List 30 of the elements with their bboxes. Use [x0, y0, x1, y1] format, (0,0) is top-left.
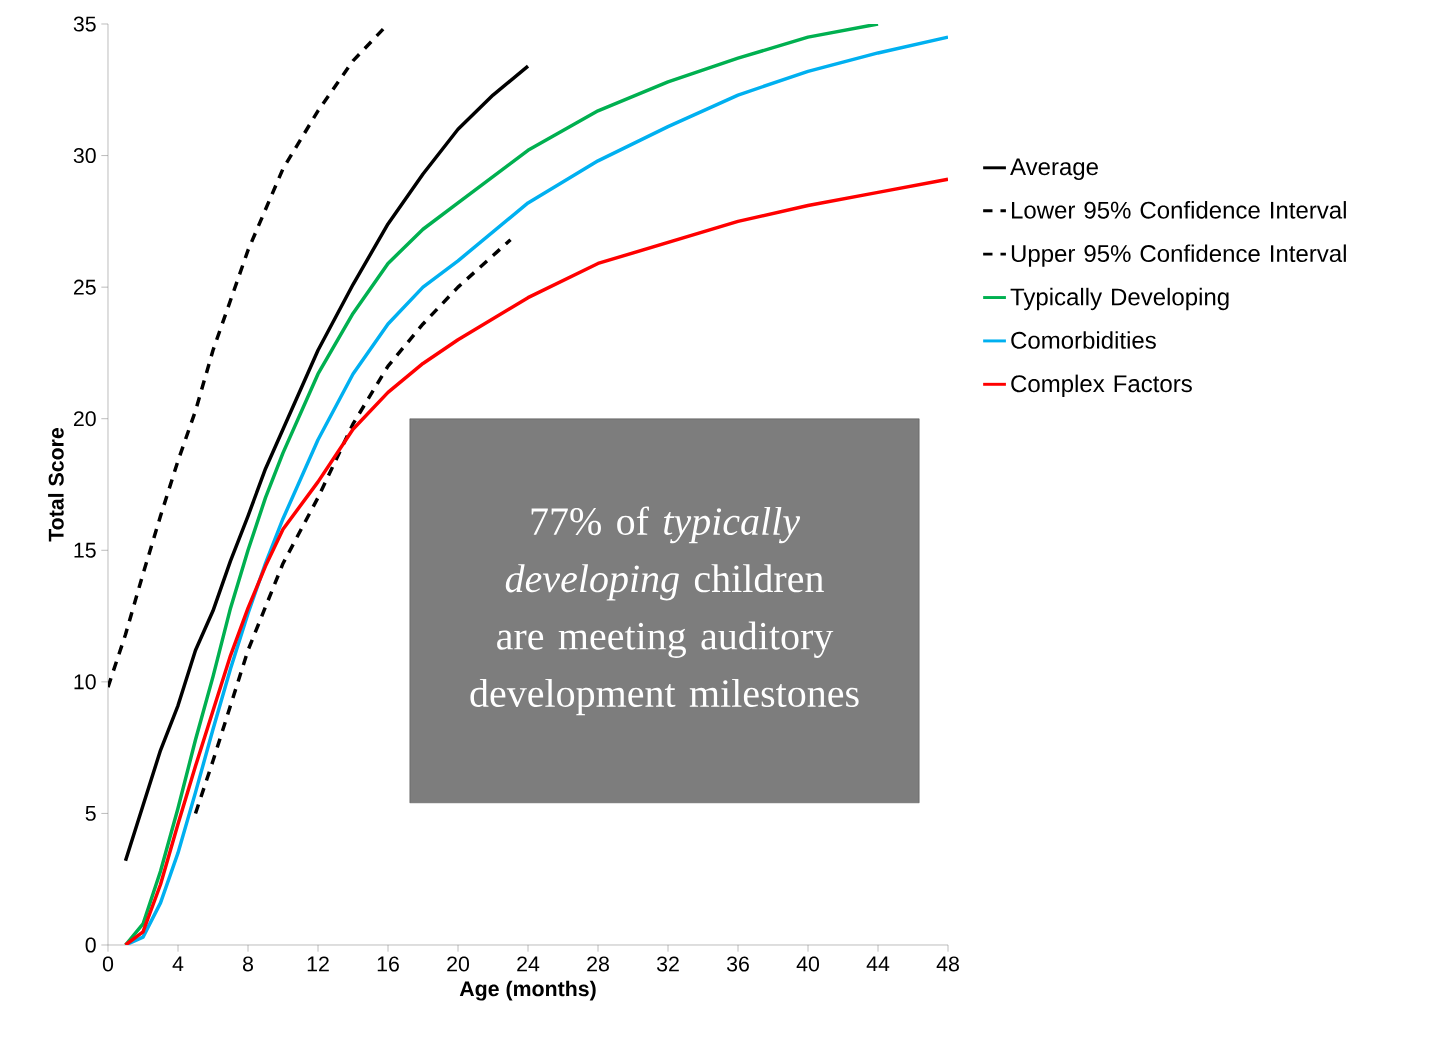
x-tick-label: 36	[726, 956, 749, 972]
y-axis-title: Total Score	[48, 427, 64, 542]
y-tick-label: 20	[73, 411, 96, 427]
legend-label: Complex Factors	[1011, 374, 1192, 397]
legend-label: Comorbidities	[1011, 331, 1156, 349]
x-tick-label: 32	[656, 956, 679, 972]
x-tick-label: 44	[866, 956, 890, 972]
x-tick-label: 12	[307, 956, 329, 972]
x-tick-label: 24	[517, 956, 540, 972]
legend-label: Average	[1010, 158, 1098, 181]
y-tick-label: 35	[73, 16, 96, 32]
y-tick-label: 25	[73, 279, 96, 295]
x-tick-label: 40	[796, 956, 820, 972]
x-tick-label: 8	[242, 956, 254, 972]
x-tick-label: 48	[936, 956, 959, 972]
y-tick-label: 0	[85, 937, 96, 953]
legend-label: Typically Developing	[1010, 287, 1229, 311]
legend-label: Lower 95% Confidence Interval	[1012, 201, 1346, 219]
x-axis-title: Age (months)	[459, 980, 596, 1001]
x-tick-label: 0	[102, 956, 114, 972]
legend-label: Upper 95% Confidence Interval	[1011, 244, 1346, 267]
y-tick-label: 10	[74, 674, 96, 690]
x-tick-label: 20	[447, 956, 470, 972]
x-tick-label: 16	[377, 956, 399, 972]
annotation: 77% of typically developing children are meeting auditory development milestones	[470, 506, 859, 716]
y-tick-label: 5	[85, 805, 96, 821]
y-tick-label: 30	[73, 148, 96, 164]
x-tick-label: 4	[172, 956, 184, 972]
x-tick-label: 28	[587, 956, 609, 972]
y-tick-label: 15	[74, 542, 96, 558]
